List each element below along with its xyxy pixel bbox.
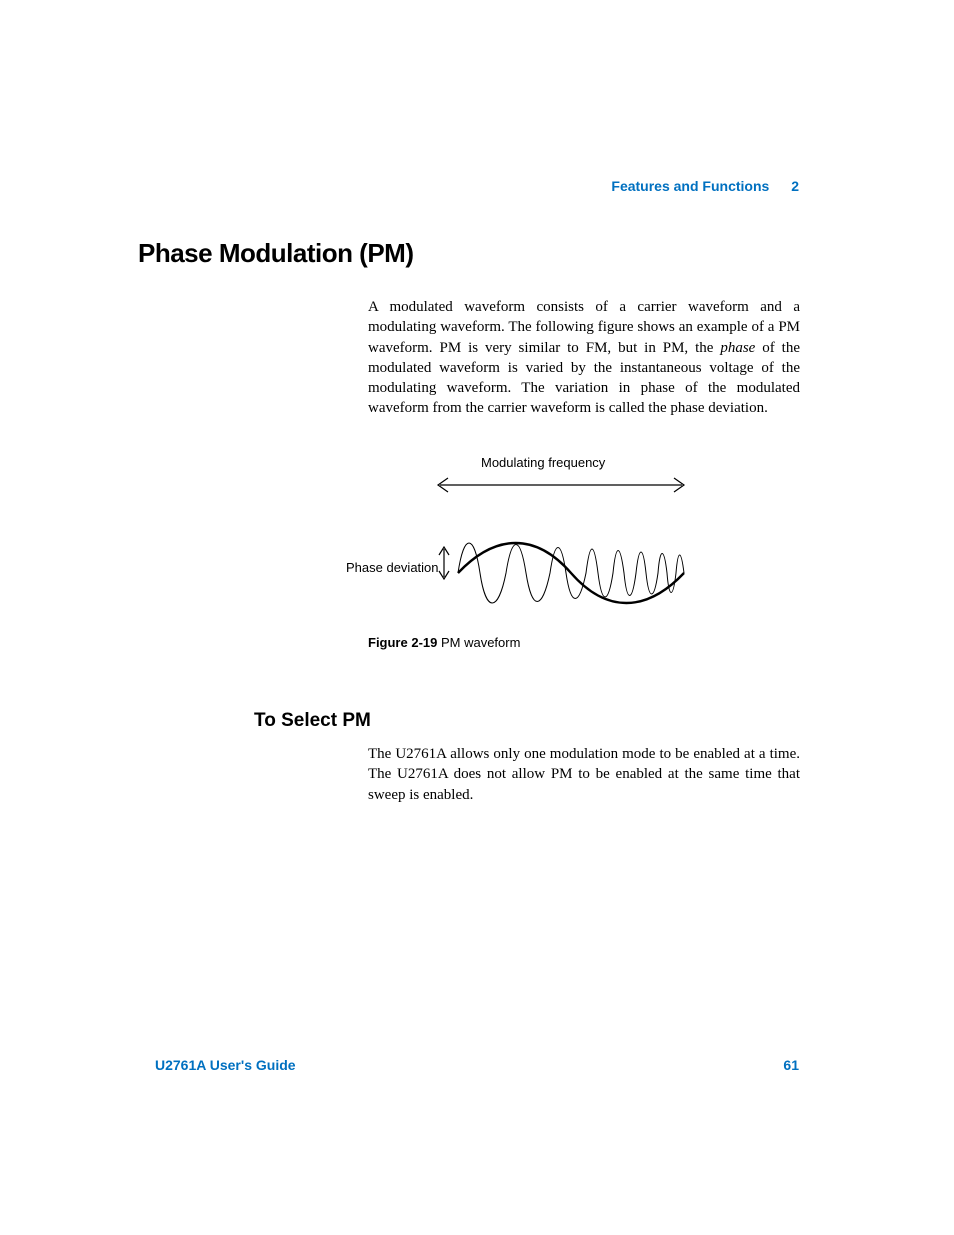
modulating-frequency-label: Modulating frequency <box>481 455 605 470</box>
header-chapter: 2 <box>791 178 799 194</box>
phase-deviation-label: Phase deviation <box>346 560 439 575</box>
page-title: Phase Modulation (PM) <box>138 238 414 269</box>
figure-number: Figure 2-19 <box>368 635 437 650</box>
footer-page-number: 61 <box>783 1057 799 1073</box>
footer-guide-name: U2761A User's Guide <box>155 1057 296 1073</box>
figure-caption: Figure 2-19 PM waveform <box>368 635 520 650</box>
select-pm-paragraph: The U2761A allows only one modulation mo… <box>368 744 800 805</box>
intro-paragraph: A modulated waveform consists of a carri… <box>368 297 800 419</box>
figure-container: Modulating frequency Phase deviation <box>346 455 706 625</box>
page-header: Features and Functions 2 <box>611 178 799 194</box>
pm-waveform-diagram <box>436 473 696 623</box>
header-section: Features and Functions <box>611 178 769 194</box>
figure-caption-text: PM waveform <box>437 635 520 650</box>
para1-italic: phase <box>720 340 755 356</box>
section-subtitle: To Select PM <box>254 710 371 732</box>
